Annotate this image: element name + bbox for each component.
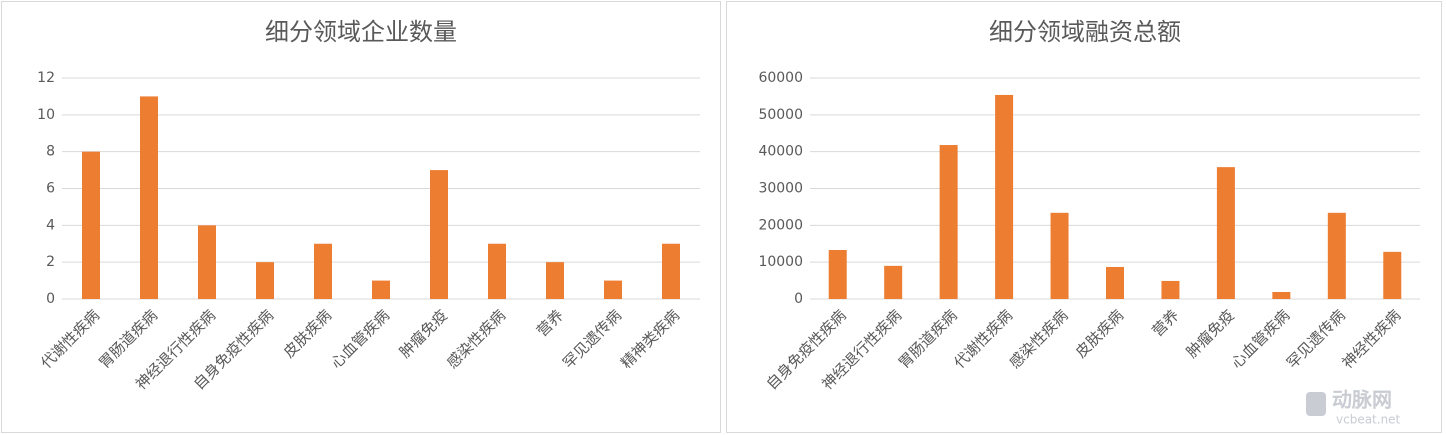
- bar: [1106, 266, 1124, 299]
- y-tick-label: 12: [37, 70, 55, 86]
- bar: [1050, 212, 1069, 299]
- bar: [256, 262, 274, 299]
- watermark-site: vcbeat.net: [1336, 413, 1401, 427]
- y-tick-label: 20000: [758, 217, 803, 233]
- y-tick-label: 0: [794, 291, 803, 307]
- y-tick-label: 30000: [758, 181, 803, 197]
- bar: [884, 265, 903, 299]
- panel: [1, 1, 721, 433]
- chart-title: 细分领域融资总额: [989, 18, 1181, 46]
- bar: [1327, 212, 1346, 299]
- bar: [430, 170, 448, 299]
- bar: [314, 243, 332, 299]
- y-tick-label: 4: [46, 217, 55, 233]
- bar: [662, 243, 680, 299]
- y-tick-label: 10000: [758, 254, 803, 270]
- y-tick-label: 6: [46, 181, 55, 197]
- bar: [82, 151, 100, 299]
- y-tick-label: 0: [46, 291, 55, 307]
- bar: [372, 280, 390, 299]
- y-tick-label: 40000: [758, 144, 803, 160]
- bar: [604, 280, 622, 299]
- y-tick-label: 8: [46, 144, 55, 160]
- bar: [140, 96, 158, 300]
- y-tick-label: 50000: [758, 107, 803, 123]
- bar: [546, 262, 564, 299]
- bar: [1272, 292, 1291, 299]
- bar: [1161, 280, 1180, 299]
- y-tick-label: 10: [37, 107, 55, 123]
- y-tick-label: 60000: [758, 70, 803, 86]
- watermark-logo: [1306, 392, 1326, 416]
- watermark-name: 动脉网: [1332, 388, 1392, 412]
- bar: [939, 145, 958, 299]
- bar: [995, 94, 1014, 300]
- panel: [726, 1, 1442, 433]
- bar: [488, 243, 506, 299]
- bar: [198, 225, 216, 299]
- bar: [828, 250, 847, 299]
- bar: [1383, 251, 1402, 299]
- chart-title: 细分领域企业数量: [265, 18, 457, 46]
- bar: [1216, 167, 1235, 299]
- y-tick-label: 2: [46, 254, 55, 270]
